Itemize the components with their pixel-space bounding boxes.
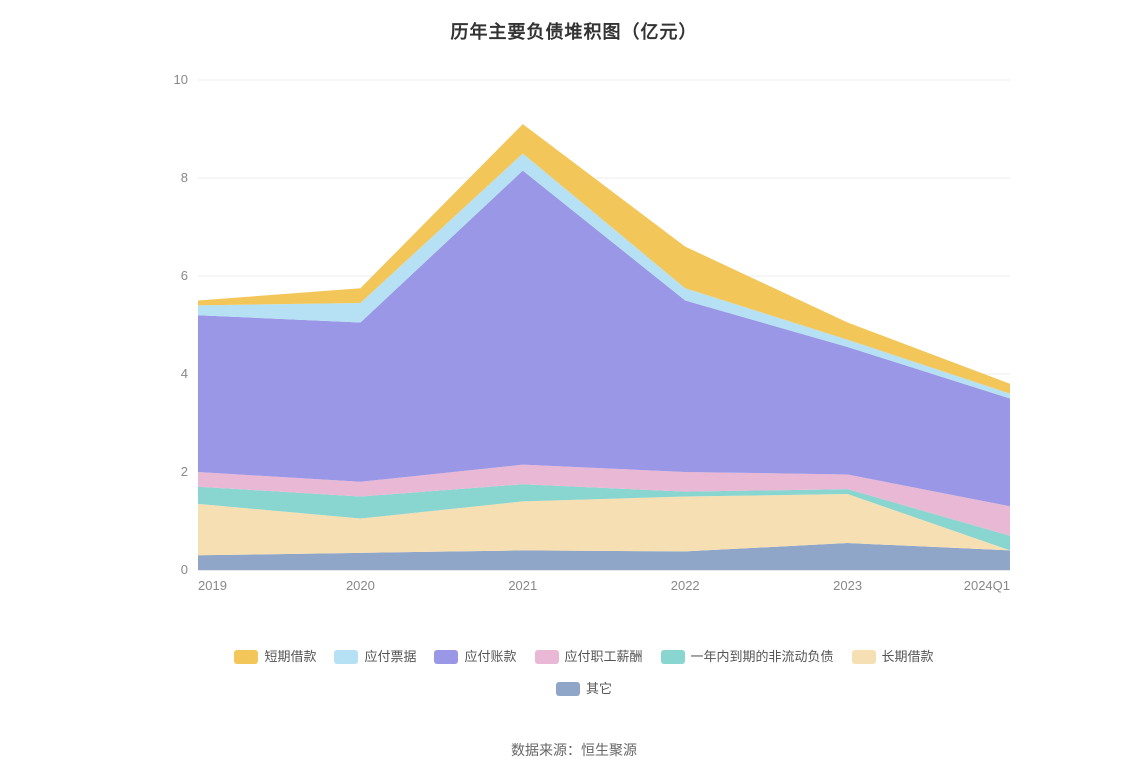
legend-item-notes_payable[interactable]: 应付票据 [334, 644, 416, 670]
legend-label: 应付账款 [464, 644, 516, 670]
svg-text:2019: 2019 [198, 578, 227, 593]
chart-plot-wrap: 0 2 4 6 8 10 2019 2020 2021 2022 2023 2024Q1 [150, 70, 1020, 600]
legend-item-acct_payable[interactable]: 应付账款 [434, 644, 516, 670]
svg-text:2022: 2022 [671, 578, 700, 593]
legend-item-other[interactable]: 其它 [556, 676, 612, 702]
legend-label: 应付职工薪酬 [565, 644, 643, 670]
stacked-area-chart: 0 2 4 6 8 10 2019 2020 2021 2022 2023 2024Q1 [150, 70, 1020, 600]
svg-text:2023: 2023 [833, 578, 862, 593]
svg-text:4: 4 [181, 366, 188, 381]
svg-text:8: 8 [181, 170, 188, 185]
svg-text:0: 0 [181, 562, 188, 577]
data-source-label: 数据来源：恒生聚源 [0, 740, 1148, 760]
svg-text:2020: 2020 [346, 578, 375, 593]
legend-label: 短期借款 [264, 644, 316, 670]
svg-text:2024Q1: 2024Q1 [964, 578, 1010, 593]
chart-container: 历年主要负债堆积图（亿元） 0 2 4 6 8 10 2019 2020 2021 2022 202… [0, 0, 1148, 776]
legend: 短期借款 应付票据 应付账款 应付职工薪酬 一年内到期的非流动负债 长期借款其它 [0, 644, 1148, 702]
legend-swatch [852, 650, 876, 664]
legend-item-long_term_loan[interactable]: 长期借款 [852, 644, 934, 670]
chart-title: 历年主要负债堆积图（亿元） [0, 0, 1148, 44]
legend-swatch [661, 650, 685, 664]
legend-swatch [434, 650, 458, 664]
svg-text:10: 10 [174, 72, 188, 87]
svg-text:6: 6 [181, 268, 188, 283]
svg-text:2: 2 [181, 464, 188, 479]
legend-item-payroll[interactable]: 应付职工薪酬 [535, 644, 643, 670]
legend-swatch [535, 650, 559, 664]
legend-item-non_current_due[interactable]: 一年内到期的非流动负债 [661, 644, 834, 670]
legend-swatch [234, 650, 258, 664]
legend-label: 应付票据 [364, 644, 416, 670]
legend-swatch [334, 650, 358, 664]
svg-text:2021: 2021 [508, 578, 537, 593]
legend-swatch [556, 682, 580, 696]
legend-label: 其它 [586, 676, 612, 702]
legend-item-short_term_loan[interactable]: 短期借款 [234, 644, 316, 670]
legend-label: 长期借款 [882, 644, 934, 670]
legend-label: 一年内到期的非流动负债 [691, 644, 834, 670]
